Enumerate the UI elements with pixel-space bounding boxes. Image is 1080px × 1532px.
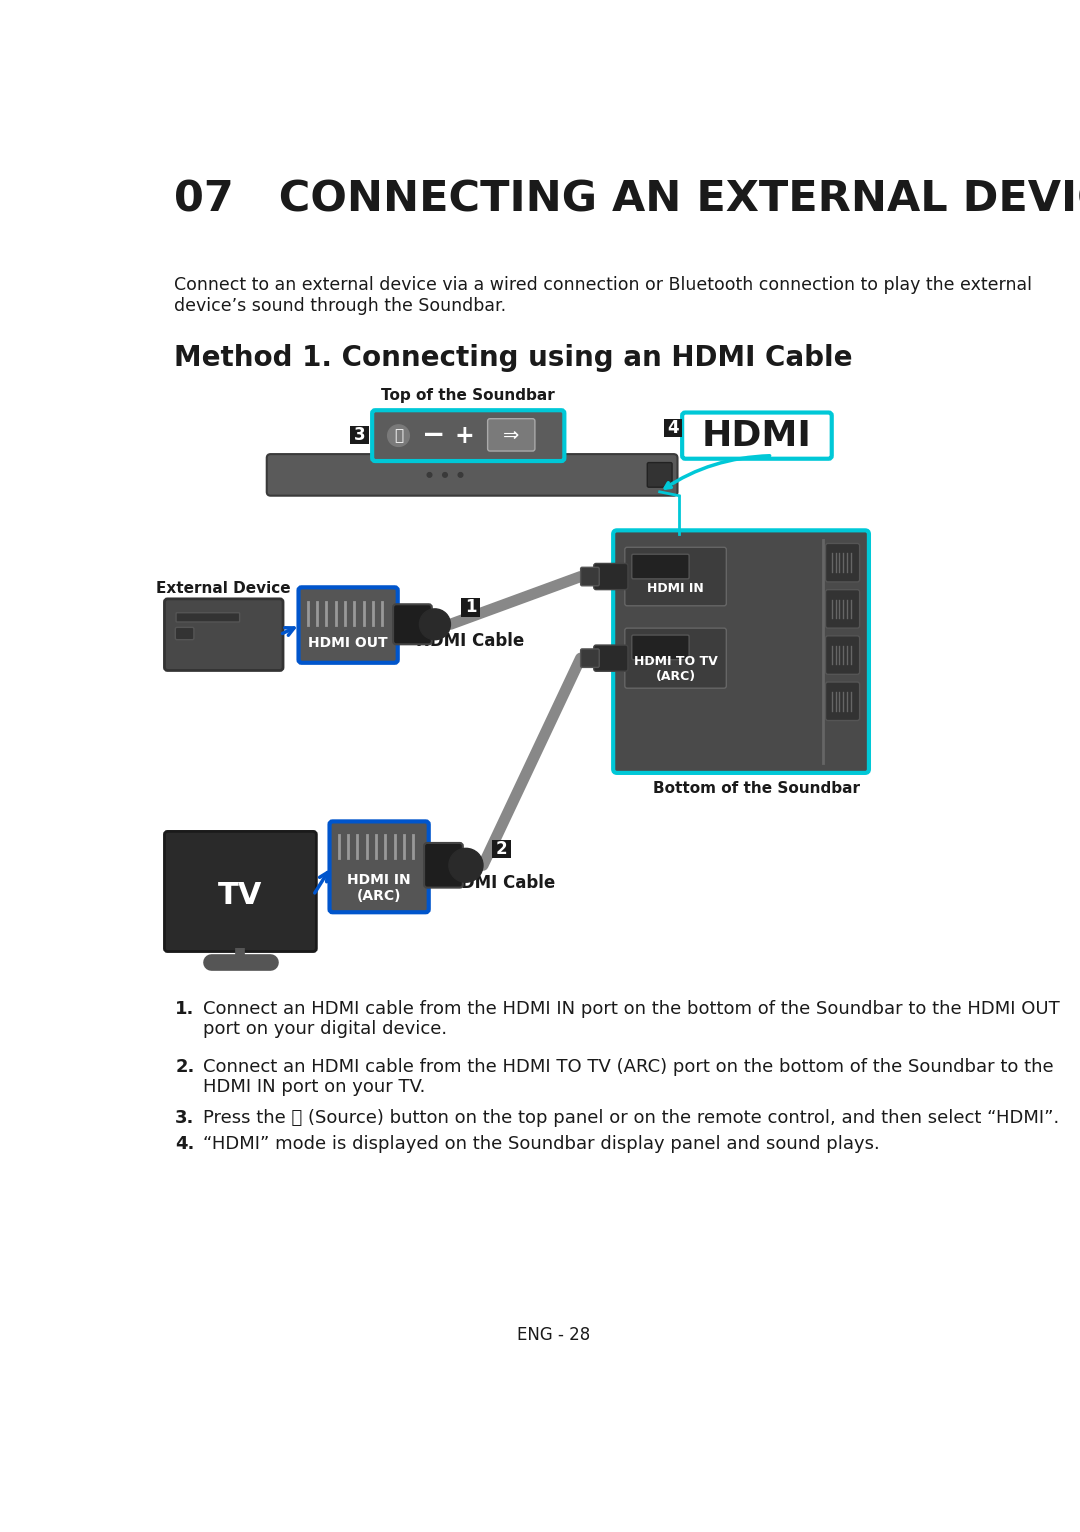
FancyBboxPatch shape — [176, 613, 240, 622]
Circle shape — [388, 424, 409, 446]
Text: External Device: External Device — [157, 581, 291, 596]
FancyBboxPatch shape — [298, 587, 397, 663]
Circle shape — [458, 472, 463, 476]
FancyBboxPatch shape — [825, 636, 860, 674]
Circle shape — [443, 472, 447, 476]
FancyBboxPatch shape — [164, 599, 283, 671]
Text: 4.: 4. — [175, 1135, 194, 1152]
FancyBboxPatch shape — [175, 628, 194, 640]
FancyBboxPatch shape — [613, 530, 869, 772]
Text: HDMI IN
(ARC): HDMI IN (ARC) — [348, 873, 410, 902]
FancyBboxPatch shape — [461, 597, 480, 616]
Text: HDMI TO TV
(ARC): HDMI TO TV (ARC) — [634, 656, 717, 683]
Text: port on your digital device.: port on your digital device. — [203, 1020, 447, 1039]
Circle shape — [419, 608, 450, 640]
FancyBboxPatch shape — [625, 547, 727, 605]
FancyBboxPatch shape — [329, 821, 429, 912]
Circle shape — [428, 472, 432, 476]
Circle shape — [449, 849, 483, 882]
Text: 4: 4 — [667, 418, 678, 437]
Text: Press the ⮌ (Source) button on the top panel or on the remote control, and then : Press the ⮌ (Source) button on the top p… — [203, 1109, 1059, 1128]
FancyBboxPatch shape — [594, 645, 627, 671]
Text: −: − — [422, 421, 445, 449]
Text: 2.: 2. — [175, 1057, 194, 1075]
Text: “HDMI” mode is displayed on the Soundbar display panel and sound plays.: “HDMI” mode is displayed on the Soundbar… — [203, 1135, 880, 1152]
Text: HDMI Cable: HDMI Cable — [447, 873, 556, 892]
FancyBboxPatch shape — [492, 840, 511, 858]
Text: ⇒: ⇒ — [502, 426, 519, 446]
FancyBboxPatch shape — [393, 604, 432, 645]
FancyBboxPatch shape — [663, 418, 683, 437]
Text: 07   CONNECTING AN EXTERNAL DEVICE: 07 CONNECTING AN EXTERNAL DEVICE — [174, 179, 1080, 221]
FancyBboxPatch shape — [825, 544, 860, 582]
Text: HDMI OUT: HDMI OUT — [308, 636, 388, 650]
Text: Connect an HDMI cable from the HDMI TO TV (ARC) port on the bottom of the Soundb: Connect an HDMI cable from the HDMI TO T… — [203, 1057, 1054, 1075]
Text: HDMI Cable: HDMI Cable — [417, 633, 525, 650]
Text: ENG - 28: ENG - 28 — [517, 1327, 590, 1344]
FancyBboxPatch shape — [632, 636, 689, 660]
Text: 1: 1 — [464, 599, 476, 616]
FancyBboxPatch shape — [164, 832, 316, 951]
Text: ⏻: ⏻ — [394, 427, 403, 443]
Text: 2: 2 — [496, 840, 508, 858]
FancyBboxPatch shape — [825, 682, 860, 720]
Text: 3.: 3. — [175, 1109, 194, 1128]
FancyBboxPatch shape — [267, 453, 677, 496]
FancyBboxPatch shape — [581, 567, 599, 585]
Text: 3: 3 — [354, 426, 365, 444]
Text: Connect an HDMI cable from the HDMI IN port on the bottom of the Soundbar to the: Connect an HDMI cable from the HDMI IN p… — [203, 1000, 1059, 1019]
FancyBboxPatch shape — [350, 426, 369, 444]
Text: Connect to an external device via a wired connection or Bluetooth connection to : Connect to an external device via a wire… — [174, 276, 1031, 294]
Text: TV: TV — [218, 881, 262, 910]
Text: Bottom of the Soundbar: Bottom of the Soundbar — [653, 781, 860, 795]
FancyBboxPatch shape — [488, 418, 535, 450]
Text: HDMI: HDMI — [702, 418, 812, 452]
FancyBboxPatch shape — [647, 463, 672, 487]
Text: +: + — [455, 424, 474, 447]
FancyBboxPatch shape — [373, 411, 565, 461]
FancyBboxPatch shape — [424, 843, 463, 887]
Text: device’s sound through the Soundbar.: device’s sound through the Soundbar. — [174, 297, 505, 316]
Text: Method 1. Connecting using an HDMI Cable: Method 1. Connecting using an HDMI Cable — [174, 345, 852, 372]
FancyBboxPatch shape — [632, 555, 689, 579]
Text: Top of the Soundbar: Top of the Soundbar — [381, 388, 555, 403]
Text: HDMI IN: HDMI IN — [647, 582, 704, 594]
Text: 1.: 1. — [175, 1000, 194, 1019]
FancyBboxPatch shape — [625, 628, 727, 688]
Text: HDMI IN port on your TV.: HDMI IN port on your TV. — [203, 1079, 426, 1095]
FancyBboxPatch shape — [581, 650, 599, 668]
FancyBboxPatch shape — [825, 590, 860, 628]
FancyBboxPatch shape — [683, 412, 832, 458]
FancyBboxPatch shape — [594, 564, 627, 590]
